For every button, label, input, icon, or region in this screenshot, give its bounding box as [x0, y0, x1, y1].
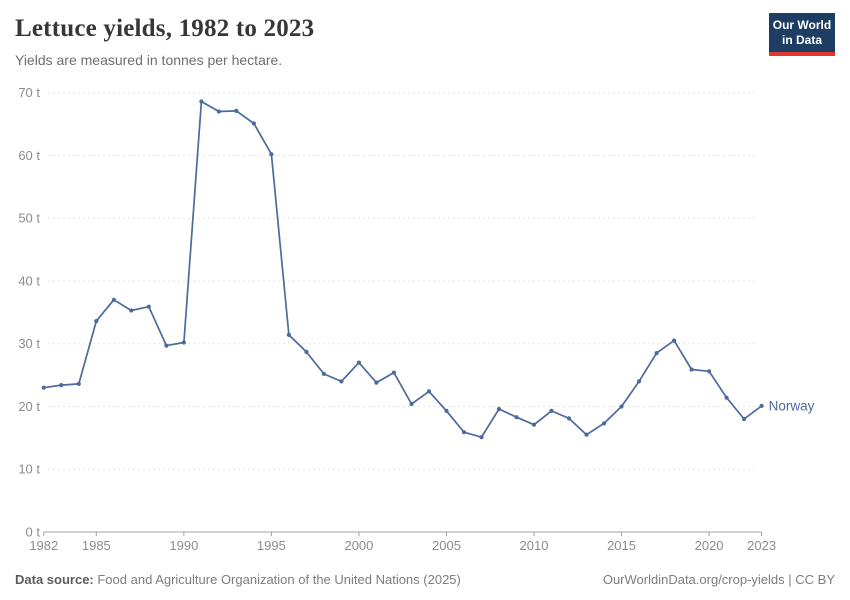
data-point[interactable]: [461, 430, 467, 435]
x-tick-label: 2005: [432, 538, 461, 553]
data-point[interactable]: [654, 351, 659, 356]
data-point[interactable]: [531, 422, 537, 427]
page-subtitle: Yields are measured in tonnes per hectar…: [15, 52, 283, 68]
data-point[interactable]: [111, 297, 116, 302]
owid-logo-line2: in Data: [781, 33, 822, 47]
data-point[interactable]: [514, 415, 519, 420]
data-point[interactable]: [41, 385, 46, 390]
x-tick-label: 1995: [257, 538, 286, 553]
data-point[interactable]: [566, 416, 572, 421]
data-point[interactable]: [251, 121, 256, 126]
data-point[interactable]: [707, 369, 712, 374]
page-title: Lettuce yields, 1982 to 2023: [15, 15, 315, 42]
data-point[interactable]: [304, 349, 309, 354]
data-point[interactable]: [549, 408, 554, 413]
data-point[interactable]: [181, 340, 186, 345]
data-point[interactable]: [444, 408, 449, 413]
x-tick-label: 1982: [29, 538, 58, 553]
data-point[interactable]: [742, 416, 747, 422]
data-point[interactable]: [356, 360, 361, 365]
data-point[interactable]: [94, 319, 99, 324]
x-tick-label: 1985: [82, 538, 111, 553]
data-point[interactable]: [321, 371, 326, 376]
data-point[interactable]: [164, 343, 169, 348]
y-tick-label: 30 t: [18, 336, 40, 351]
x-tick-label: 2010: [520, 538, 549, 553]
data-point[interactable]: [672, 338, 677, 343]
data-point[interactable]: [286, 332, 291, 337]
data-source-label: Data source:: [15, 572, 94, 587]
series-end-label[interactable]: Norway: [769, 398, 815, 413]
data-point[interactable]: [601, 421, 607, 426]
data-point[interactable]: [339, 379, 344, 384]
x-tick-label: 2023: [747, 538, 776, 553]
data-source-text: Food and Agriculture Organization of the…: [93, 572, 461, 587]
owid-logo-line1: Our World: [772, 18, 832, 32]
data-point[interactable]: [479, 435, 484, 440]
data-point[interactable]: [636, 379, 642, 384]
data-source-note: Data source: Food and Agriculture Organi…: [15, 572, 461, 587]
data-point[interactable]: [426, 389, 432, 394]
owid-url-link[interactable]: OurWorldinData.org/crop-yields | CC BY: [602, 572, 835, 587]
owid-logo: Our World in Data: [769, 13, 835, 56]
data-point[interactable]: [234, 108, 239, 113]
data-point[interactable]: [584, 432, 589, 437]
data-point[interactable]: [724, 395, 729, 400]
data-point[interactable]: [391, 370, 396, 375]
y-tick-label: 40 t: [18, 273, 40, 288]
data-point[interactable]: [199, 99, 204, 104]
x-tick-label: 2020: [695, 538, 724, 553]
chart-footer: Data source: Food and Agriculture Organi…: [15, 572, 835, 587]
data-point[interactable]: [146, 304, 151, 309]
data-point[interactable]: [759, 403, 764, 408]
y-tick-label: 10 t: [18, 462, 40, 477]
x-tick-label: 1990: [169, 538, 198, 553]
data-point[interactable]: [129, 308, 134, 313]
x-tick-label: 2000: [344, 538, 373, 553]
data-point[interactable]: [216, 109, 221, 114]
data-point[interactable]: [374, 380, 379, 385]
data-point[interactable]: [76, 381, 81, 386]
data-point[interactable]: [496, 406, 502, 412]
data-point[interactable]: [409, 401, 414, 407]
y-tick-label: 50 t: [18, 211, 40, 226]
chart-header: Lettuce yields, 1982 to 2023 Yields are …: [15, 15, 750, 68]
data-point[interactable]: [619, 404, 624, 409]
data-point[interactable]: [59, 383, 64, 388]
y-tick-label: 0 t: [26, 525, 41, 540]
y-tick-label: 70 t: [18, 85, 40, 100]
x-tick-label: 2015: [607, 538, 636, 553]
y-tick-label: 60 t: [18, 148, 40, 163]
y-tick-label: 20 t: [18, 399, 40, 414]
series-line[interactable]: [42, 100, 763, 439]
data-point[interactable]: [269, 152, 274, 157]
data-point[interactable]: [689, 367, 694, 372]
